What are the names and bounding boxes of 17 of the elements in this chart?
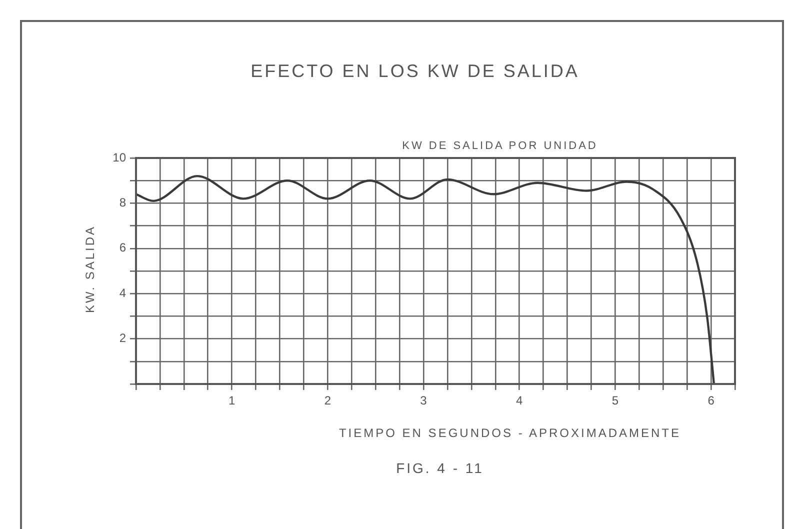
x-tick-label: 1 <box>228 394 236 408</box>
chart-title: EFECTO EN LOS KW DE SALIDA <box>250 60 580 83</box>
y-axis-title: KW. SALIDA <box>83 224 97 316</box>
x-axis-title: TIEMPO EN SEGUNDOS - APROXIMADAMENTE <box>338 426 682 440</box>
x-tick-label: 4 <box>516 394 524 408</box>
x-tick-label: 3 <box>420 394 428 408</box>
y-tick-label: 6 <box>119 240 126 255</box>
x-tick-label: 5 <box>612 394 619 408</box>
y-tick-label: 2 <box>119 331 126 346</box>
y-tick-label: 8 <box>119 196 126 210</box>
caption: FIG. 4 - 11 <box>395 460 485 476</box>
y-tick-label: 4 <box>119 286 126 300</box>
y-tick-label: 10 <box>112 150 126 164</box>
line-series <box>136 174 716 384</box>
x-tick-label: 6 <box>708 394 715 408</box>
text: KW DE SALIDA POR UNIDAD <box>401 139 599 154</box>
x-tick-label: 2 <box>324 394 332 408</box>
